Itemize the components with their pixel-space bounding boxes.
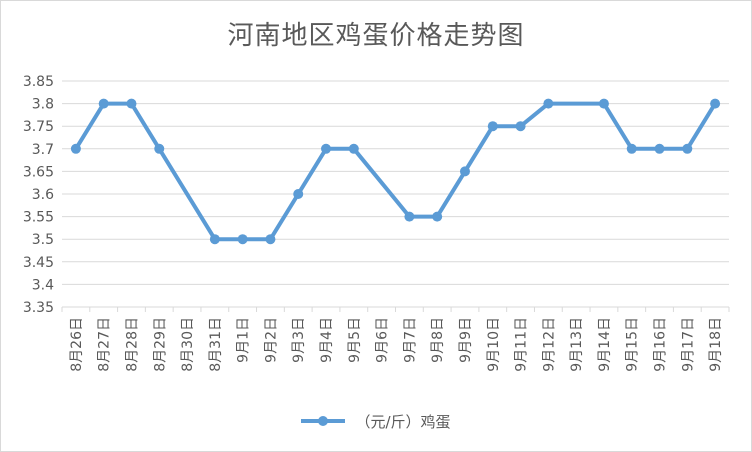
x-tick-label: 9月7日 bbox=[402, 317, 418, 363]
x-tick-label: 9月12日 bbox=[541, 317, 557, 372]
x-tick-label: 9月13日 bbox=[569, 317, 585, 372]
x-tick-label: 8月26日 bbox=[69, 317, 85, 372]
legend-series-label: （元/斤）鸡蛋 bbox=[355, 412, 451, 431]
data-point bbox=[209, 234, 220, 245]
data-point bbox=[626, 143, 637, 154]
chart-title: 河南地区鸡蛋价格走势图 bbox=[227, 21, 525, 51]
data-point bbox=[487, 121, 498, 132]
legend-series-marker bbox=[301, 416, 346, 426]
x-tick-label: 9月8日 bbox=[430, 317, 446, 363]
data-point bbox=[682, 143, 693, 154]
data-point bbox=[404, 211, 415, 222]
x-tick-label: 9月5日 bbox=[347, 317, 363, 363]
x-tick-label: 9月10日 bbox=[486, 317, 502, 372]
data-point bbox=[598, 98, 609, 109]
data-point bbox=[710, 98, 721, 109]
data-point bbox=[654, 143, 665, 154]
x-tick-label: 8月27日 bbox=[97, 317, 113, 372]
y-tick-label: 3.75 bbox=[23, 119, 54, 135]
data-point bbox=[265, 234, 276, 245]
data-point bbox=[293, 189, 304, 199]
x-tick-label: 8月31日 bbox=[208, 317, 224, 372]
y-tick-label: 3.7 bbox=[32, 142, 54, 158]
legend: （元/斤）鸡蛋 bbox=[1, 409, 751, 433]
x-tick-label: 9月4日 bbox=[319, 317, 335, 363]
x-tick-label: 9月2日 bbox=[263, 317, 279, 363]
data-point bbox=[98, 98, 109, 109]
data-point bbox=[154, 143, 165, 154]
y-tick-label: 3.35 bbox=[23, 300, 54, 316]
x-tick-label: 9月9日 bbox=[458, 317, 474, 363]
x-tick-label: 9月18日 bbox=[708, 317, 724, 372]
data-point bbox=[515, 121, 526, 132]
y-tick-label: 3.6 bbox=[32, 187, 54, 203]
x-tick-label: 9月15日 bbox=[625, 317, 641, 372]
data-point bbox=[237, 234, 248, 245]
data-point bbox=[432, 211, 443, 222]
y-tick-label: 3.8 bbox=[32, 97, 54, 113]
x-tick-label: 8月29日 bbox=[152, 317, 168, 372]
x-tick-label: 9月1日 bbox=[236, 317, 252, 363]
y-tick-label: 3.5 bbox=[32, 232, 54, 248]
y-tick-label: 3.4 bbox=[32, 277, 54, 293]
x-tick-label: 9月11日 bbox=[514, 317, 530, 372]
x-tick-label: 9月17日 bbox=[680, 317, 696, 372]
y-tick-label: 3.65 bbox=[23, 164, 54, 180]
data-point bbox=[126, 98, 137, 109]
x-tick-label: 8月28日 bbox=[124, 317, 140, 372]
data-point bbox=[70, 143, 81, 154]
data-point bbox=[348, 143, 359, 154]
x-tick-label: 9月14日 bbox=[597, 317, 613, 372]
y-tick-label: 3.55 bbox=[23, 210, 54, 226]
data-point bbox=[459, 166, 470, 177]
x-tick-label: 9月6日 bbox=[375, 317, 391, 363]
x-tick-label: 8月30日 bbox=[180, 317, 196, 372]
data-point bbox=[321, 143, 332, 154]
x-tick-label: 9月3日 bbox=[291, 317, 307, 363]
data-point bbox=[543, 98, 554, 109]
y-tick-label: 3.45 bbox=[23, 255, 54, 271]
x-tick-label: 9月16日 bbox=[653, 317, 669, 372]
y-tick-label: 3.85 bbox=[23, 74, 54, 90]
